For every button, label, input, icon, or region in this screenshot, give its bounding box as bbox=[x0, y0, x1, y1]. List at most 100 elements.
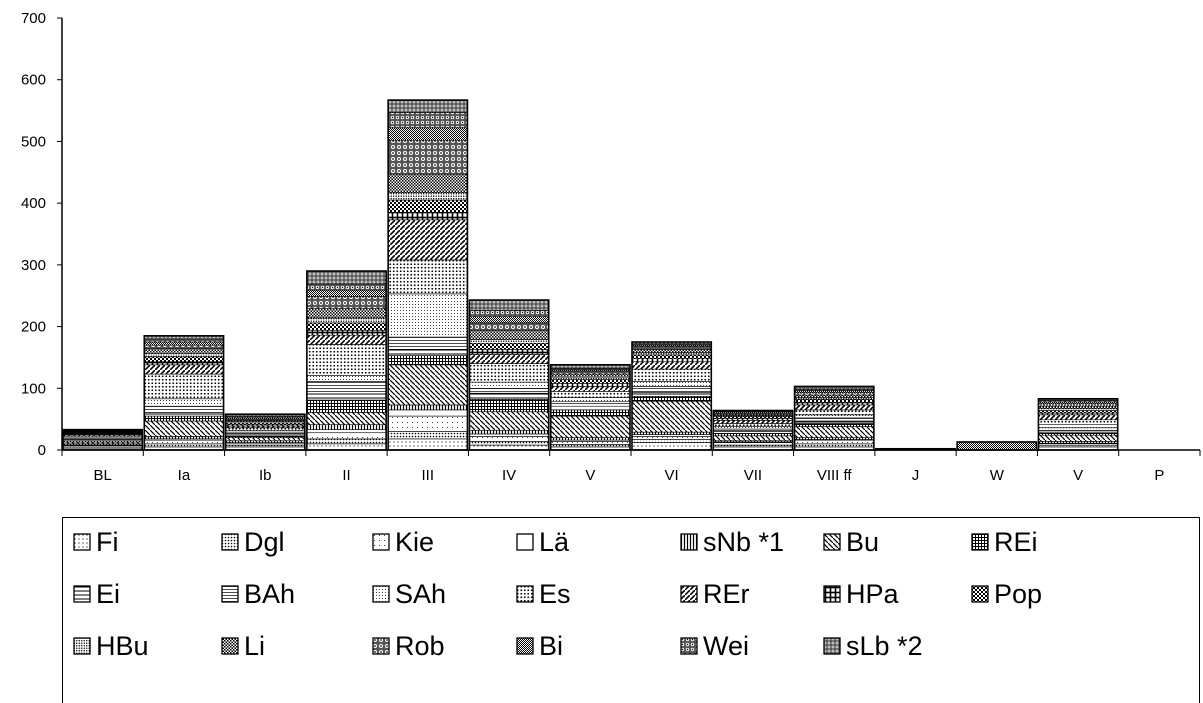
bar-segment bbox=[306, 308, 387, 319]
legend-swatch bbox=[221, 585, 239, 603]
bar-segment bbox=[306, 424, 387, 430]
legend-label: sLb *2 bbox=[846, 630, 923, 661]
bar-segment bbox=[469, 436, 550, 442]
bar-segment bbox=[794, 409, 875, 416]
bar-segment bbox=[143, 373, 224, 400]
legend-swatch bbox=[221, 533, 239, 551]
legend-item: Bu bbox=[823, 522, 879, 562]
bar-segment bbox=[469, 349, 550, 355]
bar-segment bbox=[306, 412, 387, 425]
bar-segment bbox=[469, 342, 550, 350]
x-tick-label: VIII ff bbox=[817, 467, 853, 484]
legend-label: SAh bbox=[395, 578, 447, 609]
y-tick-label: 500 bbox=[21, 133, 46, 150]
bar-segment bbox=[794, 402, 875, 406]
bar-segment bbox=[306, 270, 387, 285]
legend-label: Wei bbox=[703, 630, 750, 661]
bar-segment bbox=[387, 404, 468, 411]
y-tick-label: 600 bbox=[21, 72, 46, 89]
y-tick-label: 0 bbox=[38, 442, 46, 459]
legend-swatch bbox=[823, 637, 841, 655]
bar-segment bbox=[469, 381, 550, 389]
bar-stack bbox=[631, 341, 713, 451]
bar-segment bbox=[794, 404, 875, 411]
bar-segment bbox=[712, 435, 793, 442]
bar-segment bbox=[1038, 434, 1119, 442]
bar-segment bbox=[469, 322, 550, 331]
bar-segment bbox=[143, 398, 224, 407]
bar-segment bbox=[387, 364, 468, 406]
legend-item: HPa bbox=[823, 574, 899, 614]
bar-segment bbox=[387, 127, 468, 141]
bars bbox=[62, 99, 1119, 451]
legend-item: SAh bbox=[372, 574, 446, 614]
bar-segment bbox=[143, 348, 224, 355]
bar-segment bbox=[143, 361, 224, 366]
bar-segment bbox=[1038, 432, 1119, 436]
legend-item: Li bbox=[221, 626, 265, 666]
x-tick-label: IV bbox=[502, 467, 516, 484]
legend-label: Ei bbox=[96, 578, 121, 609]
bar-segment bbox=[550, 373, 631, 378]
bar-segment bbox=[306, 429, 387, 434]
legend-label: Es bbox=[539, 578, 571, 609]
legend-label: Li bbox=[244, 630, 266, 661]
bar-segment bbox=[550, 391, 631, 398]
bar-stack bbox=[143, 335, 225, 451]
y-tick-label: 200 bbox=[21, 319, 46, 336]
bar-segment bbox=[469, 363, 550, 383]
bar-segment bbox=[306, 432, 387, 440]
bar-segment bbox=[631, 349, 712, 353]
bar-segment bbox=[469, 310, 550, 317]
legend-item: sNb *1 bbox=[680, 522, 784, 562]
bar-segment bbox=[143, 344, 224, 350]
bar-segment bbox=[306, 393, 387, 401]
bar-segment bbox=[143, 420, 224, 437]
bar-segment bbox=[143, 356, 224, 363]
x-tick-label: II bbox=[342, 467, 350, 484]
bar-segment bbox=[306, 317, 387, 324]
bar-stack bbox=[793, 385, 875, 451]
bar-segment bbox=[306, 381, 387, 395]
bar-segment bbox=[794, 414, 875, 419]
y-tick-label: 100 bbox=[21, 380, 46, 397]
bar-segment bbox=[550, 444, 631, 448]
x-tick-label: P bbox=[1154, 467, 1164, 484]
bar-segment bbox=[550, 437, 631, 441]
bar-segment bbox=[469, 329, 550, 340]
bar-segment bbox=[387, 139, 468, 175]
bar-segment bbox=[469, 354, 550, 364]
bar-segment bbox=[794, 420, 875, 424]
legend-item: Kie bbox=[372, 522, 434, 562]
bar-segment bbox=[387, 293, 468, 338]
bar-segment bbox=[387, 409, 468, 417]
bar-segment bbox=[469, 387, 550, 394]
bar-segment bbox=[631, 436, 712, 440]
bar-segment bbox=[712, 428, 793, 432]
legend-swatch bbox=[372, 637, 390, 655]
bar-segment bbox=[550, 379, 631, 384]
legend-swatch bbox=[680, 637, 698, 655]
bar-segment bbox=[387, 212, 468, 221]
bar-segment bbox=[550, 409, 631, 417]
bar-segment bbox=[631, 431, 712, 435]
y-axis-ticks: 0 100 200 300 400 500 600 700 bbox=[21, 10, 62, 459]
legend-label: REi bbox=[994, 526, 1038, 557]
bar-segment bbox=[956, 441, 1037, 451]
legend-label: Fi bbox=[96, 526, 119, 557]
legend-item: Dgl bbox=[221, 522, 285, 562]
legend-item: Fi bbox=[73, 522, 119, 562]
bar-segment bbox=[387, 349, 468, 356]
bar-segment bbox=[794, 417, 875, 422]
x-tick-label: III bbox=[422, 467, 435, 484]
bar-segment bbox=[550, 376, 631, 380]
legend-swatch bbox=[971, 533, 989, 551]
bar-segment bbox=[631, 442, 712, 451]
x-tick-label: VII bbox=[744, 467, 762, 484]
bar-segment bbox=[143, 439, 224, 445]
bar-segment bbox=[794, 439, 875, 445]
y-tick-label: 300 bbox=[21, 257, 46, 274]
bar-segment bbox=[143, 415, 224, 422]
bar-stack bbox=[549, 364, 631, 451]
bar-segment bbox=[1038, 424, 1119, 429]
